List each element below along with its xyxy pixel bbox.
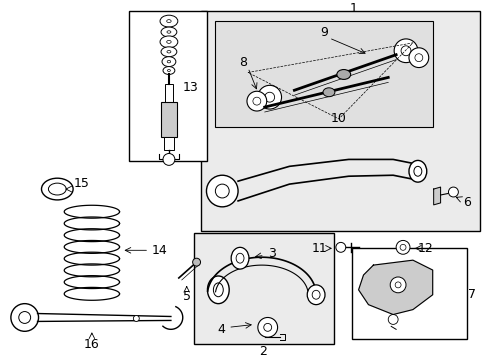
- Circle shape: [257, 85, 281, 109]
- Ellipse shape: [160, 36, 178, 48]
- Text: 12: 12: [417, 242, 433, 255]
- Circle shape: [394, 282, 400, 288]
- Circle shape: [257, 318, 277, 337]
- Text: 13: 13: [183, 81, 198, 94]
- Text: 3: 3: [267, 247, 275, 260]
- Circle shape: [414, 54, 422, 62]
- Bar: [161, 102, 177, 137]
- Circle shape: [408, 48, 428, 68]
- Text: 2: 2: [258, 345, 266, 357]
- Circle shape: [389, 277, 405, 293]
- Circle shape: [395, 240, 409, 254]
- Circle shape: [400, 46, 410, 56]
- Ellipse shape: [231, 247, 248, 269]
- Text: 7: 7: [467, 288, 475, 301]
- Text: 1: 1: [349, 2, 357, 15]
- Ellipse shape: [48, 183, 66, 195]
- Bar: [200, 11, 479, 230]
- Text: 16: 16: [84, 338, 100, 351]
- Ellipse shape: [408, 161, 426, 182]
- Ellipse shape: [167, 60, 170, 63]
- Circle shape: [246, 91, 266, 111]
- Ellipse shape: [207, 276, 229, 303]
- Polygon shape: [433, 187, 440, 205]
- Ellipse shape: [166, 20, 171, 23]
- Ellipse shape: [160, 15, 178, 27]
- Circle shape: [11, 303, 39, 331]
- Circle shape: [263, 323, 271, 331]
- Circle shape: [192, 258, 200, 266]
- Ellipse shape: [161, 47, 177, 57]
- Text: 15: 15: [74, 177, 90, 190]
- Ellipse shape: [311, 290, 320, 299]
- Circle shape: [133, 315, 139, 321]
- Ellipse shape: [166, 31, 171, 33]
- Circle shape: [447, 187, 457, 197]
- Ellipse shape: [166, 50, 171, 53]
- Circle shape: [215, 184, 229, 198]
- Text: 5: 5: [183, 290, 190, 303]
- Bar: [351, 248, 467, 339]
- Ellipse shape: [166, 40, 171, 43]
- Circle shape: [264, 92, 274, 102]
- Text: 9: 9: [320, 27, 327, 40]
- Ellipse shape: [167, 69, 170, 72]
- Circle shape: [393, 39, 417, 63]
- Bar: [164, 84, 173, 102]
- Bar: [215, 21, 432, 127]
- Ellipse shape: [323, 88, 334, 97]
- Text: 14: 14: [151, 244, 166, 257]
- Ellipse shape: [161, 27, 177, 37]
- Ellipse shape: [213, 283, 223, 297]
- Ellipse shape: [236, 253, 244, 263]
- Text: 4: 4: [217, 323, 225, 336]
- Circle shape: [19, 311, 31, 323]
- Bar: [193, 233, 333, 344]
- Bar: [163, 137, 174, 149]
- Ellipse shape: [306, 285, 325, 305]
- Circle shape: [399, 244, 405, 250]
- Polygon shape: [358, 260, 432, 315]
- Text: 6: 6: [462, 197, 470, 210]
- Circle shape: [335, 242, 345, 252]
- Ellipse shape: [336, 69, 350, 80]
- Ellipse shape: [163, 67, 175, 75]
- Circle shape: [387, 315, 397, 324]
- Text: 11: 11: [310, 242, 326, 255]
- Text: 8: 8: [239, 56, 246, 69]
- Circle shape: [163, 153, 175, 165]
- Circle shape: [252, 97, 260, 105]
- Bar: [129, 11, 207, 161]
- Ellipse shape: [41, 178, 73, 200]
- Ellipse shape: [413, 166, 421, 176]
- Ellipse shape: [162, 57, 176, 67]
- Text: 10: 10: [330, 112, 346, 125]
- Circle shape: [206, 175, 238, 207]
